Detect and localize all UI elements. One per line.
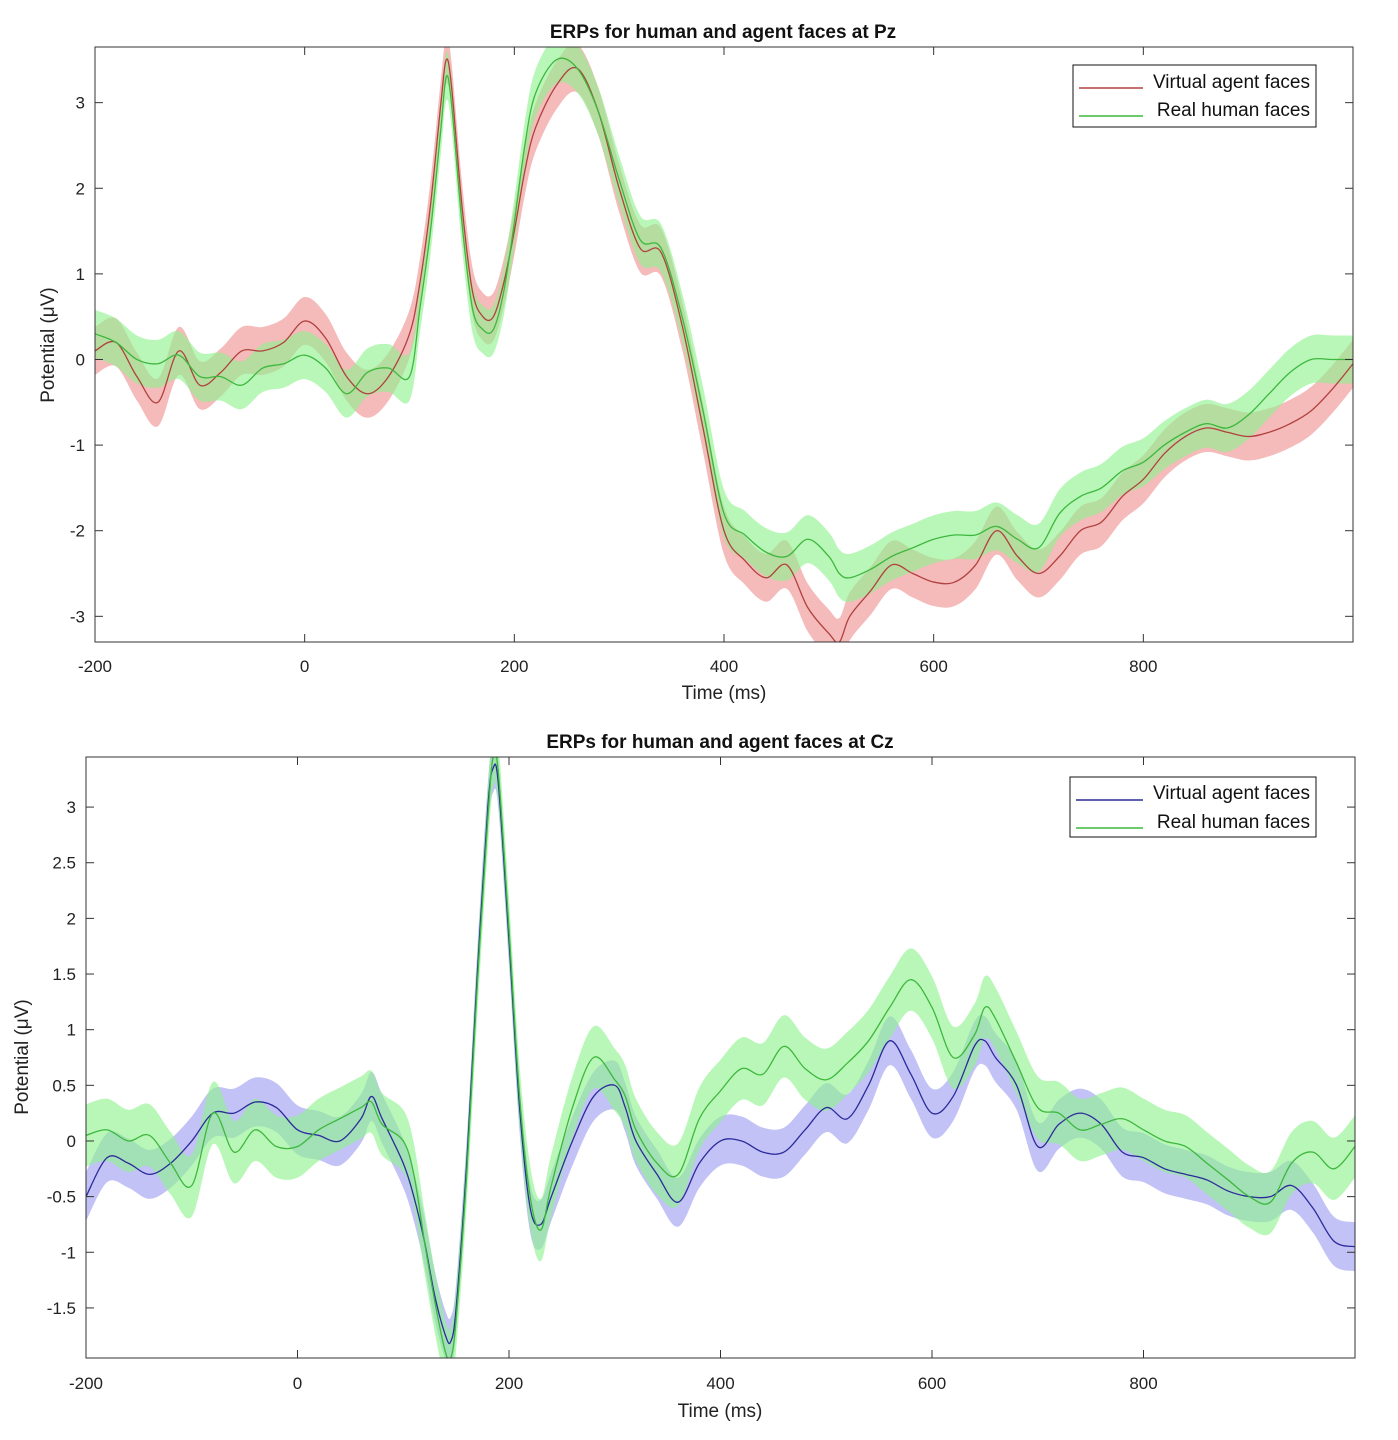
- cz-legend-box: [1069, 776, 1317, 838]
- pz-x-tick-labels: -200 0 200 400 600 800: [78, 657, 1158, 676]
- cz-ytick-label: 1.5: [52, 965, 76, 984]
- pz-xtick-label: 0: [300, 657, 309, 676]
- pz-line-human: [95, 57, 1353, 579]
- pz-xtick-label: 200: [500, 657, 528, 676]
- pz-legend: Virtual agent faces Real human faces: [1072, 64, 1317, 128]
- pz-xtick-label: 800: [1129, 657, 1157, 676]
- pz-ytick-label: -3: [70, 607, 85, 626]
- pz-series-lines: [95, 57, 1353, 642]
- cz-line-agent: [86, 763, 1355, 1345]
- cz-xtick-label: 600: [918, 1374, 946, 1393]
- cz-series-lines: [86, 757, 1355, 1358]
- cz-y-axis-label: Potential (μV): [12, 999, 33, 1115]
- pz-chart-title: ERPs for human and agent faces at Pz: [550, 22, 896, 43]
- pz-chart: ERPs for human and agent faces at Pz -3-…: [38, 22, 1354, 704]
- cz-x-axis-label: Time (ms): [678, 1401, 763, 1422]
- pz-y-tick-labels: -3 -2 -1 0 1 2 3: [70, 94, 85, 627]
- cz-ytick-label: -1: [61, 1243, 76, 1262]
- pz-legend-label-human: Real human faces: [1157, 100, 1310, 121]
- cz-y-tick-labels: -1.5 -1 -0.5 0 0.5 1 1.5 2 2.5 3: [47, 798, 76, 1318]
- cz-ytick-label: 2: [67, 909, 76, 928]
- pz-xtick-label: -200: [78, 657, 112, 676]
- cz-line-human: [86, 757, 1355, 1358]
- cz-legend: Virtual agent faces Real human faces: [1069, 776, 1317, 838]
- cz-ytick-label: 0: [67, 1132, 76, 1151]
- cz-chart-title: ERPs for human and agent faces at Cz: [546, 732, 893, 753]
- cz-xtick-label: 400: [706, 1374, 734, 1393]
- cz-x-tick-labels: -200 0 200 400 600 800: [69, 1374, 1158, 1393]
- cz-plot-area: [86, 757, 1355, 1358]
- pz-ytick-label: 0: [76, 350, 85, 369]
- pz-legend-label-agent: Virtual agent faces: [1153, 72, 1310, 93]
- cz-chart: ERPs for human and agent faces at Cz -1.…: [12, 732, 1356, 1422]
- cz-ytick-label: -1.5: [47, 1299, 76, 1318]
- pz-band-human: [95, 47, 1353, 602]
- pz-xtick-label: 400: [710, 657, 738, 676]
- cz-xtick-label: 200: [495, 1374, 523, 1393]
- cz-ytick-label: 3: [67, 798, 76, 817]
- cz-ytick-label: 2.5: [52, 854, 76, 873]
- pz-line-agent: [95, 58, 1353, 642]
- pz-ytick-label: -1: [70, 436, 85, 455]
- pz-x-axis-label: Time (ms): [682, 683, 767, 704]
- cz-ytick-label: 0.5: [52, 1076, 76, 1095]
- pz-axis-ticks: [94, 47, 1353, 642]
- pz-ytick-label: 3: [76, 94, 85, 113]
- cz-axes-frame: [85, 756, 1356, 1359]
- pz-ytick-label: 1: [76, 265, 85, 284]
- pz-ytick-label: 2: [76, 179, 85, 198]
- cz-axis-ticks: [85, 757, 1355, 1358]
- pz-ytick-label: -2: [70, 522, 85, 541]
- cz-ytick-label: 1: [67, 1021, 76, 1040]
- pz-axes-frame: [94, 46, 1354, 643]
- pz-xtick-label: 600: [919, 657, 947, 676]
- pz-y-axis-label: Potential (μV): [38, 287, 59, 403]
- cz-ytick-label: -0.5: [47, 1188, 76, 1207]
- cz-legend-label-human: Real human faces: [1157, 812, 1310, 833]
- cz-legend-label-agent: Virtual agent faces: [1153, 783, 1310, 804]
- cz-xtick-label: 0: [293, 1374, 302, 1393]
- cz-xtick-label: 800: [1129, 1374, 1157, 1393]
- pz-confidence-bands: [95, 47, 1353, 642]
- cz-xtick-label: -200: [69, 1374, 103, 1393]
